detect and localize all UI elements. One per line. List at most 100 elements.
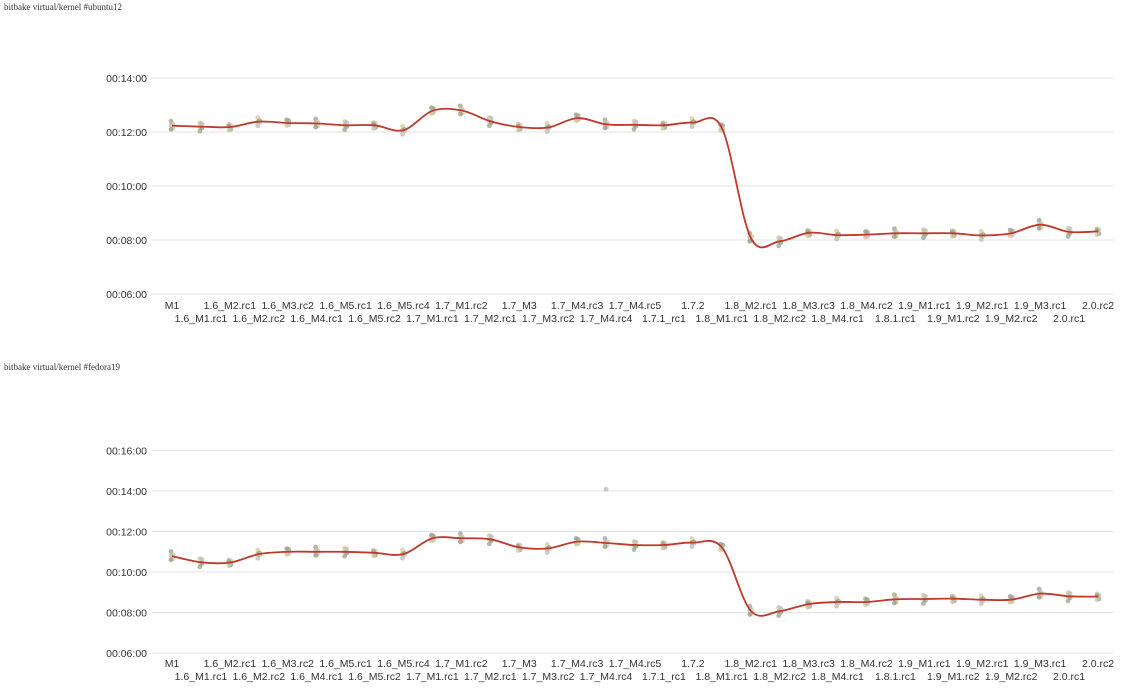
x-tick-label: 1.7_M1.rc2: [435, 300, 488, 312]
sample-point: [892, 600, 897, 606]
x-tick-label: 1.6_M2.rc2: [233, 671, 286, 683]
x-tick-label: 1.7_M4.rc3: [551, 658, 604, 670]
sample-point: [371, 125, 376, 131]
sample-point: [515, 127, 521, 133]
x-tick-label: 1.8_M4.rc2: [840, 658, 893, 670]
x-tick-label: 1.6_M4.rc1: [290, 671, 343, 683]
sample-point: [313, 124, 319, 130]
sample-point: [689, 124, 695, 130]
x-tick-label: 1.9_M2.rc1: [956, 300, 1009, 312]
x-tick-label: 1.6_M5.rc4: [377, 300, 430, 312]
sample-point: [544, 550, 550, 555]
sample-point: [197, 128, 203, 134]
sample-point: [1065, 234, 1071, 239]
y-tick-label: 00:14:00: [106, 486, 147, 498]
x-tick-label: 1.6_M5.rc1: [319, 300, 372, 312]
sample-point: [486, 541, 492, 547]
sample-point: [371, 553, 376, 559]
sample-point: [805, 233, 811, 239]
sample-point: [486, 123, 492, 129]
sample-point: [1036, 594, 1042, 600]
x-tick-label: 1.9_M3.rc1: [1014, 300, 1067, 312]
sample-point: [834, 603, 839, 609]
x-tick-label: 1.8_M2.rc2: [753, 313, 806, 325]
x-tick-label: 1.6_M4.rc1: [290, 313, 343, 325]
sample-point: [978, 601, 984, 607]
y-tick-label: 00:16:00: [106, 446, 147, 458]
x-tick-label: 1.7_M4.rc5: [609, 658, 662, 670]
sample-point: [284, 551, 290, 557]
y-tick-label: 00:06:00: [106, 648, 147, 660]
sample-point: [1065, 598, 1071, 604]
x-tick-label: 1.7_M1.rc1: [406, 671, 459, 683]
sample-point: [544, 129, 550, 134]
sample-point: [1007, 599, 1013, 605]
x-tick-label: 1.8_M1.rc1: [696, 671, 749, 683]
x-tick-label: 1.6_M3.rc2: [261, 300, 314, 312]
x-tick-label: 1.7_M2.rc1: [464, 313, 517, 325]
sample-point: [863, 602, 868, 608]
x-tick-label: 1.7_M2.rc1: [464, 671, 517, 683]
y-tick-label: 00:08:00: [106, 235, 147, 247]
x-tick-label: 1.7_M4.rc4: [580, 671, 633, 683]
sample-point: [457, 111, 463, 117]
sample-point: [689, 544, 695, 550]
sample-point: [313, 552, 319, 558]
y-tick-label: 00:10:00: [106, 181, 147, 193]
x-tick-label: 1.9_M3.rc1: [1014, 658, 1067, 670]
sample-point: [805, 604, 811, 610]
x-tick-label: 1.8_M2.rc2: [753, 671, 806, 683]
x-tick-label: 1.8_M3.rc3: [782, 300, 835, 312]
sample-point: [631, 126, 637, 132]
x-tick-label: 1.6_M1.rc1: [175, 671, 228, 683]
sample-point: [892, 234, 897, 240]
x-tick-label: 1.6_M5.rc4: [377, 658, 430, 670]
sample-point: [255, 123, 261, 129]
x-tick-label: 1.7_M4.rc5: [609, 300, 662, 312]
sample-point: [660, 545, 666, 551]
sample-point: [834, 236, 839, 242]
sample-point: [1094, 232, 1100, 237]
sample-point: [660, 125, 666, 131]
chart-fedora19: 00:06:00 00:08:00 00:10:00 00:12:00 00:14:00…: [106, 446, 1114, 684]
outlier-point: [603, 486, 609, 492]
sample-point: [1036, 225, 1042, 231]
sample-point: [168, 126, 174, 132]
sample-point: [400, 131, 405, 137]
x-tick-label: 1.8.1.rc1: [875, 671, 916, 683]
chart-panel-fedora19: bitbake virtual/kernel #fedora19 00:06:0…: [0, 360, 1121, 689]
x-tick-label: 1.6_M5.rc1: [319, 658, 372, 670]
trend-line: [171, 107, 1099, 249]
x-tick-label: 1.7_M1.rc1: [406, 313, 459, 325]
sample-point: [168, 557, 174, 563]
x-tick-label: 1.7.1_rc1: [642, 671, 686, 683]
sample-point: [776, 613, 782, 619]
x-tick-label: M1: [165, 658, 180, 670]
x-tick-label: 1.7_M3.rc2: [522, 671, 575, 683]
y-tick-label: 00:14:00: [106, 73, 147, 85]
x-tick-label: 1.7_M1.rc2: [435, 658, 488, 670]
x-tick-label: 1.7.1_rc1: [642, 313, 686, 325]
x-tick-label: 1.6_M5.rc2: [348, 671, 401, 683]
x-tick-label: 1.6_M5.rc2: [348, 313, 401, 325]
x-tick-label: M1: [165, 300, 180, 312]
x-tick-label: 1.7_M3.rc2: [522, 313, 575, 325]
sample-point: [226, 563, 232, 569]
x-tick-label: 1.8_M2.rc1: [724, 658, 777, 670]
sample-point: [978, 237, 984, 242]
trend-line: [171, 536, 1099, 617]
sample-point: [284, 123, 290, 129]
x-tick-label: 1.8_M3.rc3: [782, 658, 835, 670]
x-tick-label: 1.9_M1.rc2: [927, 671, 980, 683]
x-tick-label: 1.7.2: [681, 658, 705, 670]
x-tick-label: 1.9_M1.rc1: [898, 300, 951, 312]
sample-point: [457, 539, 463, 545]
sample-point: [631, 547, 637, 552]
x-tick-label: 1.7_M3: [502, 658, 537, 670]
x-tick-label: 1.7.2: [681, 300, 705, 312]
x-tick-label: 1.7_M4.rc4: [580, 313, 633, 325]
chart-title-ubuntu12: bitbake virtual/kernel #ubuntu12: [4, 2, 122, 12]
sample-point: [920, 601, 926, 606]
x-tick-label: 1.6_M2.rc2: [233, 313, 286, 325]
x-tick-label: 1.7_M3: [502, 300, 537, 312]
